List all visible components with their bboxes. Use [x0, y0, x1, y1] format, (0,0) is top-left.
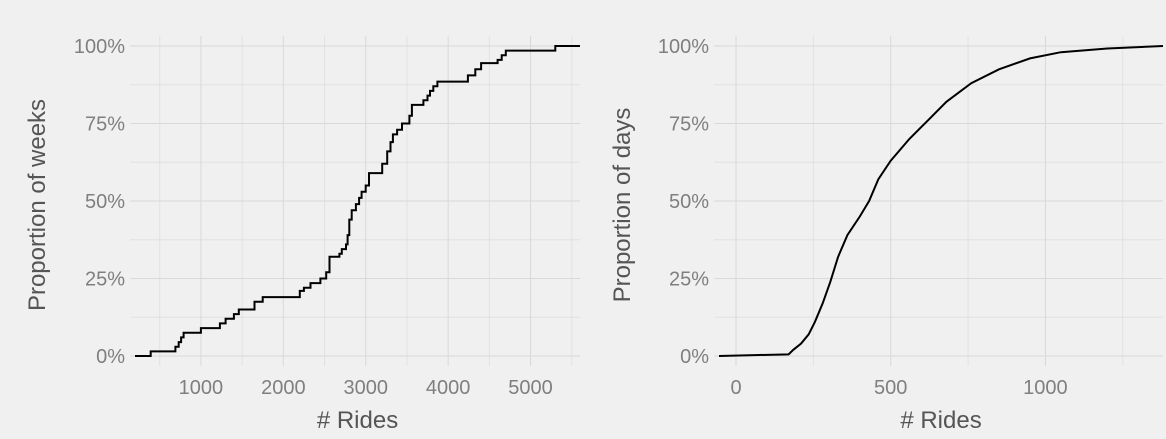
- chart-panel-2: 0 500 1000 0% 25% 50% 75% 100% # Rides Proportion…: [609, 36, 1164, 434]
- y-axis-title: Proportion of days: [609, 108, 636, 303]
- x-axis-title: # Rides: [900, 407, 981, 434]
- chart-panel-1: 1000 2000 3000 4000 5000 0% 25% 50% 75% 100% # Rid…: [24, 36, 580, 434]
- y-tick-label: 100%: [74, 36, 125, 58]
- x-tick-label: 5000: [508, 377, 553, 399]
- x-tick-label: 1000: [179, 377, 224, 399]
- x-tick-label: 0: [730, 377, 741, 399]
- x-tick-label: 500: [874, 377, 907, 399]
- x-tick-label: 1000: [1023, 377, 1068, 399]
- y-tick-label: 75%: [669, 114, 709, 136]
- x-tick-label: 4000: [426, 377, 471, 399]
- cdf-series-line: [135, 45, 580, 357]
- y-tick-label: 25%: [669, 269, 709, 291]
- y-tick-label: 25%: [85, 269, 125, 291]
- y-tick-label: 50%: [669, 191, 709, 213]
- x-tick-label: 3000: [343, 377, 388, 399]
- x-tick-label: 2000: [261, 377, 306, 399]
- y-tick-label: 0%: [96, 346, 125, 368]
- cdf-series-line: [718, 45, 1164, 357]
- y-tick-label: 50%: [85, 191, 125, 213]
- y-tick-label: 0%: [680, 346, 709, 368]
- x-axis-title: # Rides: [317, 407, 398, 434]
- y-axis-title: Proportion of weeks: [24, 99, 51, 311]
- y-tick-label: 100%: [658, 36, 709, 58]
- y-tick-label: 75%: [85, 114, 125, 136]
